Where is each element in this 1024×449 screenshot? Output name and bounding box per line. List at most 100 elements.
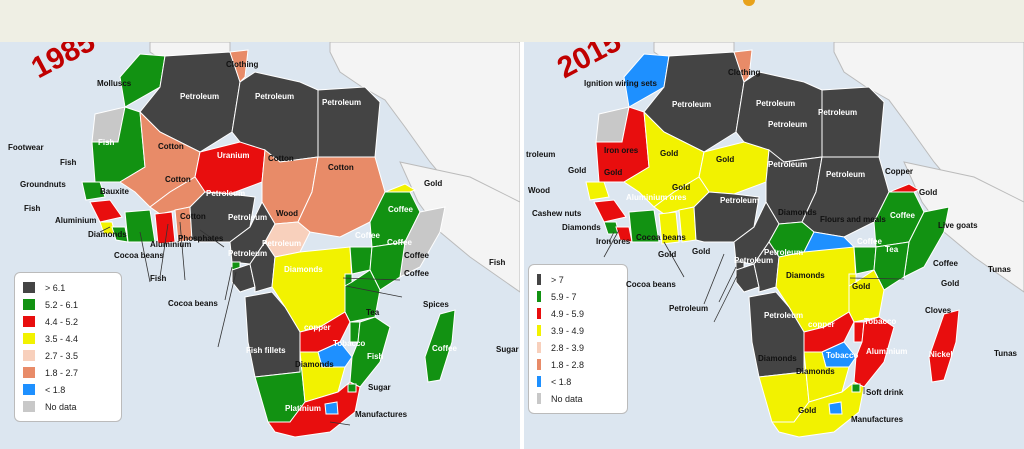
map-label: Cotton xyxy=(180,212,206,221)
legend-swatch xyxy=(23,350,35,361)
map-label: Petroleum xyxy=(764,311,804,320)
country-niger xyxy=(698,141,770,195)
legend-label: 1.8 - 2.7 xyxy=(45,367,79,378)
map-label: Petroleum xyxy=(322,98,362,107)
map-label: Sugar xyxy=(496,345,519,354)
map-label: Petroleum xyxy=(768,160,808,169)
country-senegal xyxy=(585,181,610,201)
legend-row: No data xyxy=(537,390,619,407)
map-label: Coffee xyxy=(890,211,915,220)
map-label: Live goats xyxy=(938,221,978,230)
map-label: Groundnuts xyxy=(20,180,66,189)
legend-row: < 1.8 xyxy=(537,373,619,390)
country-kenya xyxy=(873,241,910,291)
legend-1985: > 6.1 5.2 - 6.1 4.4 - 5.2 3.5 - 4.4 2.7 … xyxy=(14,272,122,422)
map-label: troleum xyxy=(526,150,556,159)
map-label: Coffee xyxy=(388,205,413,214)
country-ghana xyxy=(658,211,680,245)
map-label: Iron ores xyxy=(604,146,639,155)
country-ghana xyxy=(154,211,176,245)
legend-label: > 6.1 xyxy=(45,282,66,293)
map-label: Spices xyxy=(423,300,449,309)
map-label: Diamonds xyxy=(796,367,835,376)
map-label: Tunas xyxy=(994,349,1017,358)
map-label: Cotton xyxy=(328,163,354,172)
legend-label: 2.8 - 3.9 xyxy=(551,342,585,353)
map-label: Flours and meals xyxy=(820,215,886,224)
map-label: Petroleum xyxy=(720,196,760,205)
legend-label: 3.9 - 4.9 xyxy=(551,325,585,336)
legend-row: 4.9 - 5.9 xyxy=(537,305,619,322)
map-label: Coffee xyxy=(355,231,380,240)
legend-row: 5.2 - 6.1 xyxy=(23,296,113,313)
legend-2015: > 7 5.9 - 7 4.9 - 5.9 3.9 - 4.9 2.8 - 3.… xyxy=(528,264,628,414)
country-uganda xyxy=(349,246,373,275)
map-label: Petroleum xyxy=(818,108,858,117)
legend-swatch xyxy=(537,325,541,336)
legend-label: 5.2 - 6.1 xyxy=(45,299,79,310)
map-label: Coffee xyxy=(387,238,412,247)
legend-label: 2.7 - 3.5 xyxy=(45,350,79,361)
map-label: Aluminium ores xyxy=(626,193,687,202)
country-guinea xyxy=(593,199,627,223)
legend-label: 4.4 - 5.2 xyxy=(45,316,79,327)
map-panel-1985: 1985 > 6.1 5.2 - 6.1 4.4 - 5.2 3.5 - 4.4… xyxy=(0,42,520,449)
map-label: Cocoa beans xyxy=(636,233,686,242)
country-sudan xyxy=(297,156,386,238)
header-band xyxy=(0,0,1024,42)
map-label: Manufactures xyxy=(355,410,408,419)
legend-row: > 7 xyxy=(537,271,619,288)
map-label: Fish xyxy=(367,352,384,361)
map-label: Fish xyxy=(24,204,41,213)
map-label: Manufactures xyxy=(851,415,904,424)
legend-swatch xyxy=(23,384,35,395)
map-label: Gold xyxy=(692,247,711,256)
map-label: Wood xyxy=(276,209,299,218)
map-label: Clothing xyxy=(226,60,259,69)
map-label: copper xyxy=(808,320,835,329)
map-label: Fish fillets xyxy=(246,346,286,355)
legend-row: No data xyxy=(23,398,113,415)
map-label: Molluscs xyxy=(97,79,132,88)
legend-label: 5.9 - 7 xyxy=(551,291,577,302)
map-label: Diamonds xyxy=(786,271,825,280)
map-label: Gold xyxy=(660,149,679,158)
map-label: Uranium xyxy=(217,151,250,160)
map-label: Sugar xyxy=(368,383,391,392)
legend-label: No data xyxy=(45,401,77,412)
map-label: Copper xyxy=(885,167,913,176)
map-label: Tobacco xyxy=(333,339,366,348)
map-label: Platinium xyxy=(285,404,322,413)
map-label: Diamonds xyxy=(562,223,601,232)
map-label: Coffee xyxy=(857,237,882,246)
legend-row: 2.7 - 3.5 xyxy=(23,347,113,364)
map-label: Coffee xyxy=(404,251,429,260)
legend-row: 5.9 - 7 xyxy=(537,288,619,305)
map-label: Cocoa beans xyxy=(114,251,164,260)
map-label: Petroleum xyxy=(180,92,220,101)
legend-swatch xyxy=(23,401,35,412)
madagascar-1985 xyxy=(424,309,456,383)
legend-swatch xyxy=(537,359,541,370)
map-label: Fish xyxy=(150,274,167,283)
map-label: Cotton xyxy=(165,175,191,184)
legend-label: 4.9 - 5.9 xyxy=(551,308,585,319)
leader-lines-2015 xyxy=(603,229,905,394)
map-label: Petroleum xyxy=(672,100,712,109)
map-label: Gold xyxy=(852,282,871,291)
legend-label: 3.5 - 4.4 xyxy=(45,333,79,344)
map-label: Petroleum xyxy=(764,248,804,257)
legend-row: 1.8 - 2.8 xyxy=(537,356,619,373)
country-niger xyxy=(194,141,266,195)
legend-label: < 1.8 xyxy=(45,384,66,395)
map-label: Petroleum xyxy=(756,99,796,108)
legend-row: 1.8 - 2.7 xyxy=(23,364,113,381)
legend-swatch xyxy=(23,367,35,378)
map-label: Soft drink xyxy=(866,388,904,397)
country-lesotho xyxy=(324,401,339,415)
legend-swatch xyxy=(23,316,35,327)
country-gabon xyxy=(231,263,256,293)
map-label: Cashew nuts xyxy=(532,209,582,218)
legend-label: < 1.8 xyxy=(551,376,572,387)
map-label: Coffee xyxy=(432,344,457,353)
